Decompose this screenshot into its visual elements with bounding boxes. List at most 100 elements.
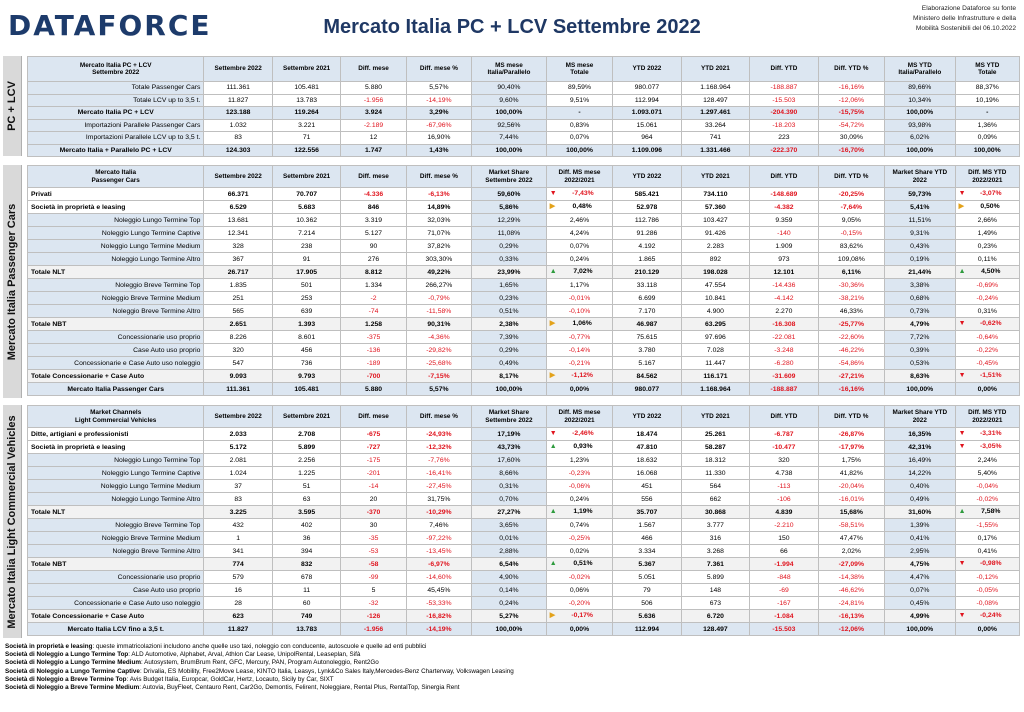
- cell-value: Noleggio Breve Termine Altro: [112, 547, 201, 555]
- cell-value: 1,23%: [569, 456, 590, 464]
- cell-value: 128.497: [703, 625, 728, 633]
- cell-value: 112.994: [634, 96, 659, 104]
- table-cell: 5,41%: [884, 200, 956, 214]
- table-cell: -24,93%: [405, 427, 473, 441]
- table-cell: -10,29%: [405, 505, 473, 519]
- table-row: Noleggio Breve Termine Medium 251 253 -2 -0,…: [26, 291, 1021, 305]
- cell-value: 0,68%: [910, 294, 930, 302]
- table-cell: 128.497: [680, 622, 751, 636]
- table-cell: 0,40%: [884, 479, 956, 493]
- footnote-text: : Drivalia, ES Mobility, Free2Move Lease…: [139, 667, 514, 675]
- table-row: Noleggio Lungo Termine Medium 37 51 -14 -27,…: [26, 479, 1021, 493]
- cell-value: 210.129: [634, 268, 660, 276]
- table-cell: -375: [340, 330, 407, 344]
- cell-value: 0,31%: [977, 307, 997, 315]
- table-cell: 16,90%: [405, 131, 473, 145]
- table-row: Totale Concessionarie + Case Auto 9.093 9.…: [26, 369, 1021, 383]
- table-cell: 1,39%: [884, 518, 956, 532]
- cell-value: 100,00%: [906, 109, 934, 117]
- table-cell: 7,44%: [471, 131, 547, 145]
- cell-value: 892: [709, 255, 722, 263]
- table-row: Noleggio Breve Termine Top 1.835 501 1.334 2…: [26, 278, 1021, 292]
- table-cell: 251: [203, 291, 273, 305]
- cell-value: 111.361: [226, 84, 250, 92]
- table-cell: -16,41%: [405, 466, 473, 480]
- table-cell: -17,97%: [817, 440, 886, 454]
- cell-value: -0,77%: [568, 333, 591, 341]
- table-cell: 4,24%: [545, 226, 614, 240]
- cell-value: -24,93%: [426, 430, 452, 438]
- table-cell: -29,82%: [405, 343, 473, 357]
- cell-value: Noleggio Lungo Termine Altro: [111, 255, 201, 263]
- cell-value: 7,58%: [981, 508, 1001, 515]
- cell-value: -25,77%: [838, 320, 864, 328]
- table-row: Noleggio Breve Termine Altro 341 394 -53 -13…: [26, 544, 1021, 558]
- table-cell: -204.390: [749, 106, 819, 120]
- cell-value: 0,06%: [569, 586, 590, 594]
- cell-value: 7,46%: [429, 521, 449, 529]
- column-header: Market Share YTD 2022: [884, 165, 956, 188]
- cell-value: 2,88%: [499, 547, 519, 555]
- cell-value: 5,40%: [977, 469, 997, 477]
- table-cell: 0,24%: [545, 252, 614, 266]
- cell-value: Totale NBT: [31, 560, 67, 568]
- table-cell: -0,14%: [545, 343, 614, 357]
- cell-value: 90: [369, 242, 378, 250]
- column-header: Diff. YTD %: [817, 165, 886, 188]
- table-cell: 123.188: [203, 106, 273, 120]
- cell-value: 3,38%: [910, 281, 930, 289]
- table-cell: 91.426: [680, 226, 751, 240]
- cell-value: 0,00%: [569, 625, 590, 633]
- cell-value: 16,90%: [427, 134, 451, 142]
- cell-value: Mercato Italia LCV fino a 3,5 t.: [67, 625, 164, 633]
- cell-value: 8,66%: [499, 469, 519, 477]
- table-cell: 13.783: [271, 622, 342, 636]
- table-cell: 128.497: [680, 93, 751, 107]
- cell-value: 14,22%: [908, 469, 932, 477]
- cell-value: -54,72%: [838, 121, 864, 129]
- cell-value: 111.361: [226, 385, 251, 393]
- cell-value: 0,00%: [569, 385, 590, 393]
- cell-value: 2.283: [706, 242, 724, 250]
- cell-value: 341: [232, 547, 244, 555]
- cell-value: 5.880: [365, 385, 383, 393]
- cell-value: 7,44%: [499, 134, 519, 142]
- table-cell: 15,68%: [817, 505, 886, 519]
- section-label-text: Mercato Italia Passenger Cars: [6, 203, 18, 360]
- cell-value: 66.371: [227, 190, 249, 198]
- table-cell: -201: [340, 466, 407, 480]
- column-header: Settembre 2021: [271, 165, 342, 188]
- table-cell: -2.210: [749, 518, 819, 532]
- cell-value: 4,50%: [981, 268, 1001, 275]
- cell-value: -14,19%: [426, 96, 452, 104]
- cell-value: 774: [232, 560, 244, 568]
- table-cell: 2,46%: [545, 213, 614, 227]
- cell-value: 59,73%: [908, 190, 932, 198]
- cell-value: 1.909: [775, 242, 793, 250]
- cell-value: -0,98%: [979, 560, 1002, 567]
- cell-value: -4.142: [774, 294, 794, 302]
- cell-value: 7.361: [706, 560, 724, 568]
- cell-value: 0,29%: [499, 346, 519, 354]
- table-cell: -: [545, 106, 614, 120]
- table-cell: 0,17%: [954, 531, 1021, 545]
- cell-value: 17,19%: [497, 430, 521, 438]
- table-cell: -35: [340, 531, 407, 545]
- cell-value: 11.330: [705, 469, 726, 477]
- table-cell: ▶ 1,06%: [545, 317, 614, 331]
- table-cell: 7.361: [680, 557, 751, 571]
- cell-value: 4,47%: [910, 573, 930, 581]
- cell-value: -7,76%: [428, 456, 450, 464]
- cell-value: 51: [302, 482, 311, 490]
- cell-value: Totale LCV up to 3,5 t.: [133, 96, 201, 104]
- source-line: Elaborazione Dataforce su fonte: [921, 5, 1016, 12]
- table-row: Noleggio Lungo Termine Top 2.081 2.256 -175…: [26, 453, 1021, 467]
- table-cell: -32: [340, 596, 407, 610]
- cell-value: 88,37%: [975, 84, 999, 92]
- cell-value: 276: [367, 255, 380, 263]
- table-cell: 276: [340, 252, 407, 266]
- table-cell: -30,36%: [817, 278, 886, 292]
- cell-value: -16,13%: [838, 612, 864, 620]
- table-cell: -18.203: [749, 118, 819, 132]
- table-cell: 2.270: [749, 304, 819, 318]
